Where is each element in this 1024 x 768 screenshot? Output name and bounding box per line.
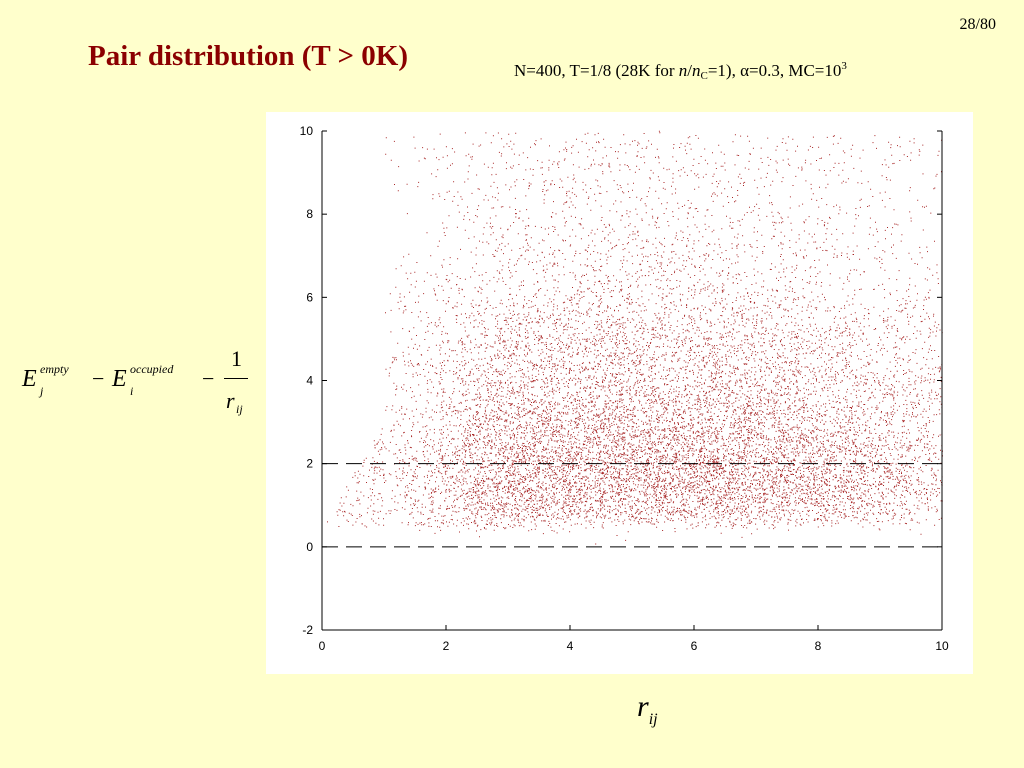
formula-e-occupied: E <box>112 366 127 392</box>
scatter-chart: -2 0 2 4 6 8 10 0 2 4 6 8 10 <box>300 124 949 653</box>
formula-e-occupied-sup: occupied <box>130 362 174 376</box>
y-tick-label: 4 <box>306 374 313 388</box>
y-tick-label: 6 <box>306 290 313 304</box>
params-alpha-tail: =0.3, MC=10 <box>749 61 842 80</box>
params-nc-sub: C <box>700 70 708 82</box>
formula-e-empty-sub: j <box>40 384 44 398</box>
params-mid: =1), <box>707 61 741 80</box>
x-axis-label: rij <box>637 690 658 729</box>
chart-panel: -2 0 2 4 6 8 10 0 2 4 6 8 10 <box>266 112 973 674</box>
x-tick-label: 4 <box>567 639 574 653</box>
x-tick-label: 8 <box>815 639 822 653</box>
tick-labels: -2 0 2 4 6 8 10 0 2 4 6 8 10 <box>300 124 949 653</box>
params-n: n <box>678 61 688 80</box>
formula-minus-2: − <box>202 366 215 391</box>
y-tick-label: 2 <box>306 457 313 471</box>
formula-numerator: 1 <box>231 346 242 371</box>
points-layer <box>327 130 943 545</box>
formula-fraction-bar <box>224 378 248 379</box>
params-nc: n <box>692 61 701 80</box>
x-tick-label: 6 <box>691 639 698 653</box>
params-mc-exp: 3 <box>841 60 847 72</box>
x-axis-label-sub: ij <box>648 711 658 728</box>
formula-denominator-sub: ij <box>236 402 243 416</box>
x-tick-label: 2 <box>443 639 450 653</box>
params-prefix: N=400, T=1/8 (28K for <box>514 61 679 80</box>
formula-minus-1: − <box>92 366 105 391</box>
formula-e-empty: E <box>22 366 37 392</box>
slide-title: Pair distribution (T > 0K) <box>88 40 408 72</box>
reference-lines <box>322 463 942 548</box>
formula-denominator-r: r <box>226 388 235 413</box>
axes <box>321 130 943 631</box>
scatter-points <box>327 130 943 545</box>
x-tick-label: 0 <box>319 639 326 653</box>
page-number: 28/80 <box>959 16 996 33</box>
x-tick-label: 10 <box>935 639 949 653</box>
params-slash: / <box>687 61 692 80</box>
formula-e-empty-sup: empty <box>40 362 69 376</box>
formula-e-occupied-sub: i <box>130 384 134 398</box>
y-tick-label: -2 <box>302 623 313 637</box>
simulation-parameters: N=400, T=1/8 (28K for n/nC=1), α=0.3, MC… <box>514 60 847 82</box>
params-alpha: α <box>740 61 750 80</box>
x-axis-label-r: r <box>637 690 649 723</box>
y-tick-label: 0 <box>306 540 313 554</box>
y-tick-label: 8 <box>306 207 313 221</box>
y-tick-label: 10 <box>300 124 314 138</box>
